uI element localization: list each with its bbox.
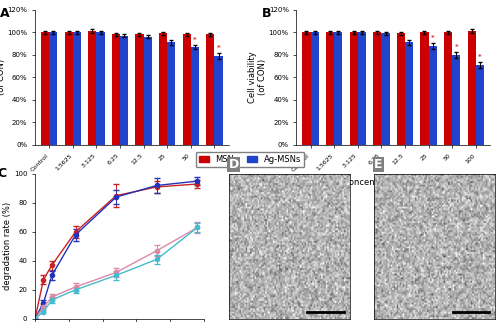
Bar <box>88 31 96 145</box>
Bar <box>112 34 120 145</box>
Bar <box>396 33 405 145</box>
Bar <box>428 46 437 145</box>
Text: *: * <box>454 44 458 50</box>
Text: B: B <box>262 7 271 20</box>
X-axis label: Concentrations (μg/mL): Concentrations (μg/mL) <box>344 178 443 187</box>
Bar <box>214 56 222 145</box>
Text: C: C <box>0 167 7 180</box>
Text: E: E <box>374 158 382 171</box>
Y-axis label: Cumulative
degradation rate (%): Cumulative degradation rate (%) <box>0 202 12 290</box>
Bar <box>334 32 342 145</box>
Text: *: * <box>478 54 482 61</box>
Bar <box>444 32 452 145</box>
Bar <box>382 33 390 145</box>
Bar <box>405 43 413 145</box>
Bar <box>373 32 382 145</box>
Bar <box>159 33 167 145</box>
Bar <box>73 32 81 145</box>
Bar <box>64 32 73 145</box>
Bar <box>182 34 191 145</box>
Bar <box>420 32 428 145</box>
Bar <box>49 32 58 145</box>
Bar <box>96 32 104 145</box>
Bar <box>310 32 319 145</box>
Bar <box>350 32 358 145</box>
Bar <box>358 32 366 145</box>
Bar <box>144 37 152 145</box>
X-axis label: Concentrations (μg/mL): Concentrations (μg/mL) <box>82 178 182 187</box>
Bar <box>476 65 484 145</box>
Y-axis label: Cell viability
(of CON): Cell viability (of CON) <box>248 52 267 103</box>
Bar <box>41 32 49 145</box>
Legend: MSNs, Ag-MSNs: MSNs, Ag-MSNs <box>196 152 304 167</box>
Bar <box>206 34 214 145</box>
Bar <box>136 34 143 145</box>
Text: *: * <box>217 45 220 52</box>
Bar <box>468 31 476 145</box>
Bar <box>120 36 128 145</box>
Text: *: * <box>193 37 197 43</box>
Y-axis label: Cell viability
(of CON): Cell viability (of CON) <box>0 52 6 103</box>
Bar <box>302 32 310 145</box>
Bar <box>167 43 175 145</box>
Text: *: * <box>431 35 434 41</box>
Bar <box>326 32 334 145</box>
Bar <box>452 55 460 145</box>
Text: A: A <box>0 7 10 20</box>
Text: D: D <box>229 158 239 171</box>
Bar <box>191 47 199 145</box>
